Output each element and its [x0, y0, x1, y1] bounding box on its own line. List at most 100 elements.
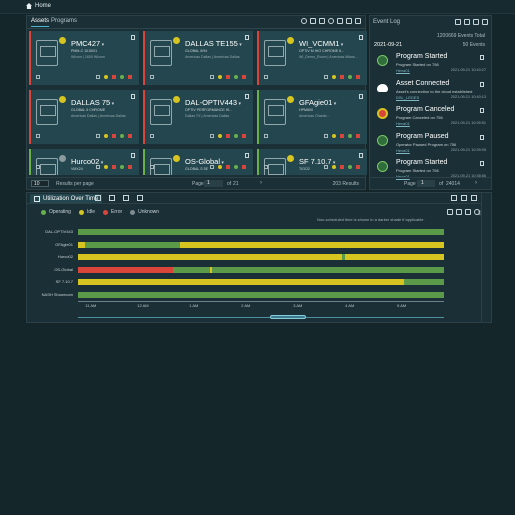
pin-icon[interactable]	[471, 195, 477, 201]
pin-icon[interactable]	[245, 94, 249, 99]
asset-card[interactable]: DALLAS 75GLOBAL 5 CHROME Americas Dallas …	[29, 90, 139, 144]
pin-icon[interactable]	[480, 161, 484, 166]
pin-icon[interactable]	[480, 108, 484, 113]
side-panel-strip[interactable]	[481, 192, 492, 323]
asset-name[interactable]: DAL-OPTIV443	[185, 98, 241, 107]
event-asset-link[interactable]: Hexa01	[396, 68, 410, 73]
pin-icon[interactable]	[480, 134, 484, 140]
next-page-icon[interactable]: ›	[260, 180, 262, 186]
event-item[interactable]: Program Paused Operator Paused Program on…	[374, 133, 488, 159]
asset-name[interactable]: WI_VCMM1	[299, 39, 343, 48]
document-icon[interactable]	[464, 19, 470, 25]
asset-card[interactable]: SF 7.10.7TIGO2	[257, 149, 367, 175]
location-icon[interactable]	[328, 18, 334, 24]
event-item[interactable]: Program Started Program Started on 756 Hex…	[374, 53, 488, 79]
utilization-segment[interactable]	[78, 266, 174, 273]
utilization-bar[interactable]	[78, 279, 444, 286]
utilization-segment[interactable]	[78, 229, 444, 235]
pin-icon[interactable]	[480, 81, 484, 87]
utilization-bar[interactable]	[78, 229, 444, 235]
page-input[interactable]: 1	[204, 180, 223, 187]
legend-item[interactable]: Error	[103, 209, 122, 215]
event-asset-link[interactable]: Hexa01	[396, 174, 410, 179]
asset-name[interactable]: PMC427	[71, 39, 104, 48]
legend-item[interactable]: Idle	[78, 209, 95, 215]
warning-icon	[104, 75, 108, 79]
asset-card[interactable]: OS-GlobalGLOBAL S 5E	[143, 149, 253, 175]
pin-icon[interactable]	[480, 55, 484, 60]
pin-icon[interactable]	[131, 35, 135, 40]
legend-item[interactable]: Operating	[41, 209, 71, 215]
page-input[interactable]: 1	[417, 180, 435, 187]
per-page-select[interactable]: 10	[31, 180, 49, 187]
collapse-icon[interactable]	[482, 19, 488, 25]
history-icon[interactable]	[474, 209, 480, 215]
sort-icon[interactable]	[319, 18, 325, 24]
utilization-bar[interactable]	[78, 241, 444, 248]
asset-name[interactable]: DALLAS TE155	[185, 39, 242, 48]
event-item[interactable]: Asset Connected Asset's connection to the…	[374, 80, 488, 106]
asset-card[interactable]: GFAgie01HPM800 Americas Chamb...	[257, 90, 367, 144]
utilization-bar[interactable]	[78, 266, 444, 273]
utilization-bar[interactable]	[78, 254, 444, 261]
asset-name[interactable]: Hurco02	[71, 157, 103, 166]
breadcrumb[interactable]: Home	[26, 3, 51, 9]
asset-name[interactable]: DALLAS 75	[71, 98, 114, 107]
expand-icon[interactable]	[355, 18, 361, 24]
undo-icon[interactable]	[465, 209, 471, 215]
pin-icon[interactable]	[359, 94, 363, 99]
bar-chart-icon[interactable]	[137, 195, 143, 201]
asset-card[interactable]: DALLAS TE155GLOBAL 5/94 Americas Dallas |…	[143, 31, 253, 85]
asset-name[interactable]: OS-Global	[185, 157, 224, 166]
tab-utilization[interactable]: Utilization Over Time	[30, 194, 103, 203]
fit-icon[interactable]	[456, 209, 462, 215]
asset-model: HPM800	[299, 108, 313, 112]
utilization-segment[interactable]	[180, 241, 444, 248]
legend-item[interactable]: Unknown	[130, 209, 159, 215]
event-asset-link[interactable]: Hexa01	[396, 121, 410, 126]
export-icon[interactable]	[461, 195, 467, 201]
pin-icon[interactable]	[245, 35, 249, 40]
download-icon[interactable]	[447, 209, 453, 215]
asset-card[interactable]: WI_VCMM1OPTIV M HIO CHROME 6... WI_Demo_R…	[257, 31, 367, 85]
pie-icon[interactable]	[109, 195, 115, 201]
event-asset-link[interactable]: Hexa01	[396, 147, 410, 153]
utilization-segment[interactable]	[78, 292, 444, 298]
grid-view-icon[interactable]	[346, 18, 352, 24]
tab-programs[interactable]: Programs	[51, 18, 78, 24]
utilization-segment[interactable]	[78, 241, 86, 248]
refresh-icon[interactable]	[451, 195, 457, 201]
utilization-segment[interactable]	[209, 266, 212, 273]
pin-icon[interactable]	[245, 153, 249, 158]
asset-card[interactable]: DAL-OPTIV443OPTIV PERFORMANCE HI... Dalla…	[143, 90, 253, 144]
asset-name[interactable]: SF 7.10.7	[299, 157, 335, 166]
utilization-segment[interactable]	[345, 254, 444, 261]
time-range-handle[interactable]	[270, 315, 306, 319]
pin-icon[interactable]	[359, 153, 363, 158]
utilization-segment[interactable]	[78, 279, 404, 286]
pin-icon[interactable]	[131, 153, 135, 158]
utilization-bar[interactable]	[78, 292, 444, 298]
filter-icon[interactable]	[337, 18, 343, 24]
event-asset-link[interactable]: DSL_LEDES	[396, 94, 420, 100]
time-range-slider[interactable]	[78, 317, 444, 318]
export-icon[interactable]	[455, 19, 461, 25]
tab-assets[interactable]: Assets	[31, 18, 50, 27]
next-page-icon[interactable]: ›	[475, 180, 477, 186]
utilization-segment[interactable]	[78, 254, 152, 261]
stack-icon[interactable]	[123, 195, 129, 201]
breadcrumb-home[interactable]: Home	[35, 3, 52, 9]
event-item[interactable]: Program Started Program Started on 756 Hex…	[374, 159, 488, 185]
filter-icon[interactable]	[473, 19, 479, 25]
asset-card[interactable]: Hurco02VMX24	[29, 149, 139, 175]
asset-name[interactable]: GFAgie01	[299, 98, 336, 107]
asset-card[interactable]: PMC427PMM-C 1015/01 Wixom | 1600 Wixom	[29, 31, 139, 85]
export-icon[interactable]	[310, 18, 316, 24]
ok-icon	[120, 134, 124, 138]
settings-icon[interactable]	[301, 18, 307, 24]
pin-icon[interactable]	[131, 94, 135, 99]
pin-icon[interactable]	[359, 35, 363, 40]
utilization-segment[interactable]	[151, 254, 342, 261]
event-item[interactable]: Program Canceled Program Canceled on 756 H…	[374, 106, 488, 132]
gauge-icon[interactable]	[95, 195, 101, 201]
